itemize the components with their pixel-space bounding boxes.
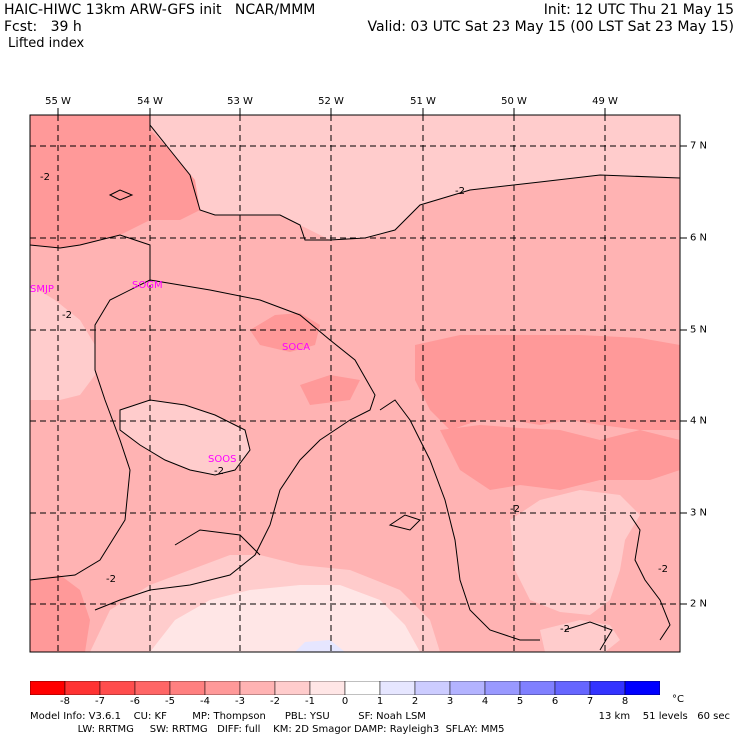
small-island-contour (108, 189, 134, 201)
lon-label: 53 W (227, 96, 253, 107)
color-scale-swatch (414, 681, 451, 695)
color-scale-swatch (30, 681, 66, 695)
forecast-hour: Fcst: 39 h (4, 19, 82, 35)
southeast-light-region (510, 490, 640, 615)
color-scale-swatch (169, 681, 206, 695)
color-scale-swatch (379, 681, 416, 695)
lat-label: 2 N (690, 598, 708, 610)
color-scale-swatch (134, 681, 171, 695)
color-scale-tick-label: -6 (130, 696, 140, 707)
color-scale-swatch (274, 681, 311, 695)
map-frame (29, 114, 681, 653)
contour-label: -2 (560, 624, 570, 635)
lat-label: 6 N (690, 232, 708, 244)
model-info-line1: Model Info: V3.6.1 CU: KF MP: Thompson P… (30, 711, 426, 722)
contour-label: -2 (62, 310, 72, 321)
station-label-sogm: SOGM (132, 280, 163, 291)
central-light-island (120, 400, 250, 475)
color-scale-tick-label: -4 (200, 696, 210, 707)
lon-label: 52 W (318, 96, 344, 107)
border-contour-central (94, 279, 376, 611)
contour-label: -2 (106, 574, 116, 585)
west-light-region (30, 285, 95, 400)
color-scale-swatch (309, 681, 346, 695)
graticule (30, 115, 680, 652)
color-scale-tick-label: 2 (411, 696, 419, 707)
small-pocket-contour (388, 514, 421, 531)
color-scale-tick-label: -7 (95, 696, 105, 707)
axis-ticks (57, 108, 687, 605)
lon-label: 50 W (501, 96, 527, 107)
color-scale-swatch (344, 681, 381, 695)
lon-label: 54 W (137, 96, 163, 107)
init-time: Init: 12 UTC Thu 21 May 15 (543, 2, 734, 18)
station-label-soca: SOCA (282, 342, 310, 353)
color-scale-tick-label: -5 (165, 696, 175, 707)
contour-label: -2 (214, 466, 224, 477)
contour-label: -2 (658, 564, 668, 575)
color-scale-tick-label: -8 (60, 696, 70, 707)
island-contour (119, 399, 251, 476)
title-line: HAIC-HIWC 13km ARW-GFS init NCAR/MMM (4, 2, 316, 18)
dark-patch-soca (250, 313, 320, 352)
color-scale-swatch (589, 681, 626, 695)
color-scale-swatch (554, 681, 591, 695)
contour-label: -2 (510, 504, 520, 515)
contour-label: -2 (40, 172, 50, 183)
color-scale-tick-label: -2 (270, 696, 280, 707)
lat-label: 3 N (690, 507, 708, 519)
lon-label: 55 W (45, 96, 71, 107)
color-scale-swatch (519, 681, 556, 695)
color-scale-swatch (484, 681, 521, 695)
east-dark-band (415, 335, 680, 430)
contour-label: -2 (455, 186, 465, 197)
river-contour-east (379, 399, 540, 641)
lat-label: 5 N (690, 324, 708, 336)
color-scale-bar (30, 681, 660, 695)
lat-label: 7 N (690, 140, 708, 152)
color-scale-tick-label: 0 (341, 696, 349, 707)
color-scale-tick-label: 3 (446, 696, 454, 707)
east-dark-band-lower (440, 425, 680, 490)
field-name: Lifted index (8, 36, 85, 51)
model-info-resolution: 13 km 51 levels 60 sec (598, 711, 730, 722)
color-scale-swatch (624, 681, 660, 695)
southeast-pocket-contour (564, 621, 613, 651)
color-scale-tick-label: 8 (621, 696, 629, 707)
color-scale-swatch (449, 681, 486, 695)
color-scale-tick-label: 4 (481, 696, 489, 707)
lat-label: 4 N (690, 415, 708, 427)
lon-label: 49 W (592, 96, 618, 107)
south-contour (174, 529, 261, 556)
color-scale-swatch (204, 681, 241, 695)
map-fill (30, 115, 680, 652)
lon-label: 51 W (410, 96, 436, 107)
northwest-dark-region (30, 115, 200, 248)
color-scale-swatch (64, 681, 101, 695)
south-pale-region (150, 585, 420, 652)
station-label-smjp: SMJP (30, 284, 54, 295)
color-scale-tick-label: 5 (516, 696, 524, 707)
border-contour-west (29, 234, 151, 581)
southeast-contour (629, 514, 671, 641)
color-scale-tick-label: -1 (305, 696, 315, 707)
coastline-contour (149, 115, 681, 241)
southwest-dark-region (30, 575, 90, 652)
color-scale-tick-label: 6 (551, 696, 559, 707)
color-scale-swatch (239, 681, 276, 695)
contour-lines (29, 115, 681, 651)
dark-patch-mid (300, 375, 360, 405)
station-label-soos: SOOS (208, 454, 236, 465)
color-scale-tick-label: 1 (376, 696, 384, 707)
model-info-line2: LW: RRTMG SW: RRTMG DIFF: full KM: 2D Sm… (30, 724, 505, 735)
color-scale-tick-label: -3 (235, 696, 245, 707)
color-scale-swatch (99, 681, 136, 695)
south-blue-patch (295, 640, 345, 652)
valid-time: Valid: 03 UTC Sat 23 May 15 (00 LST Sat … (367, 19, 734, 35)
color-scale-tick-label: 7 (586, 696, 594, 707)
southeast-light-region-2 (540, 620, 620, 652)
color-scale-unit: °C (672, 694, 684, 705)
